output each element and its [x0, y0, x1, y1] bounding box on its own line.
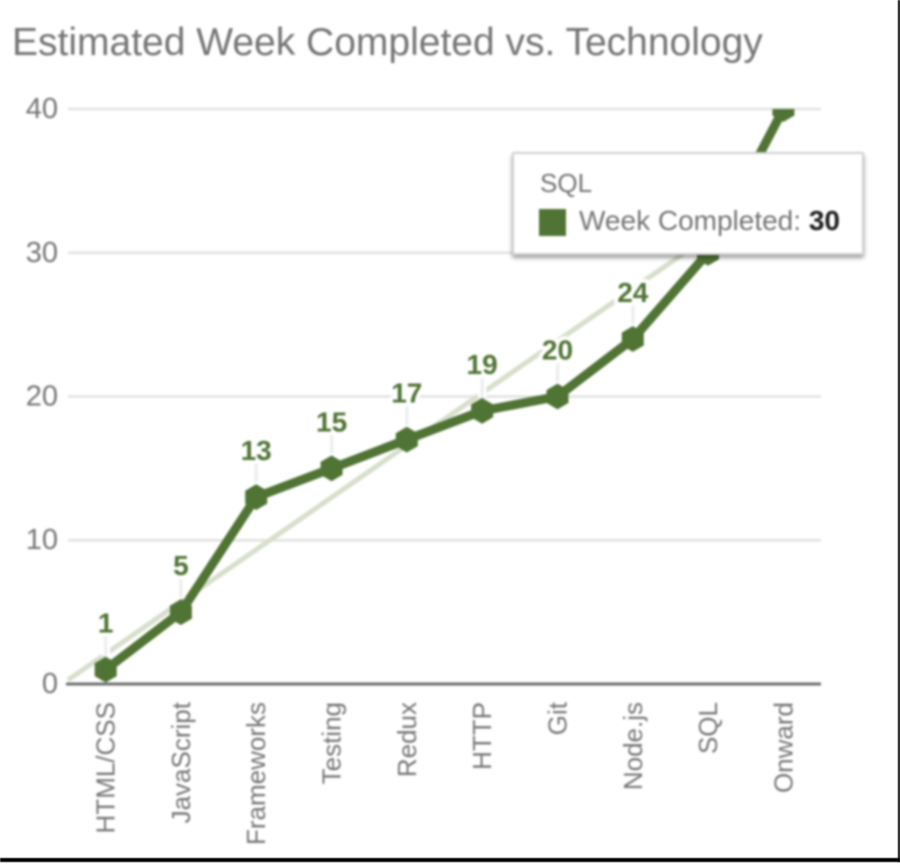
svg-text:15: 15	[316, 406, 347, 437]
svg-text:5: 5	[173, 550, 189, 581]
svg-text:20: 20	[542, 335, 573, 366]
svg-text:HTTP: HTTP	[467, 702, 497, 770]
svg-text:1: 1	[98, 608, 114, 639]
svg-text:HTML/CSS: HTML/CSS	[91, 702, 121, 833]
svg-text:Node.js: Node.js	[618, 702, 648, 790]
svg-text:0: 0	[42, 668, 58, 700]
svg-text:10: 10	[26, 524, 58, 556]
svg-text:Onward: Onward	[768, 702, 798, 793]
svg-text:Estimated Week Completed vs. T: Estimated Week Completed vs. Technology	[12, 21, 763, 64]
svg-text:Redux: Redux	[392, 702, 422, 777]
svg-text:13: 13	[241, 435, 272, 466]
svg-text:24: 24	[617, 277, 649, 308]
svg-text:40: 40	[26, 93, 58, 125]
svg-text:Testing: Testing	[317, 702, 347, 784]
svg-text:17: 17	[391, 378, 422, 409]
svg-text:30: 30	[26, 237, 58, 269]
svg-text:JavaScript: JavaScript	[166, 701, 196, 823]
svg-text:20: 20	[26, 381, 58, 413]
svg-text:SQL: SQL	[693, 702, 723, 754]
svg-text:19: 19	[467, 349, 498, 380]
svg-text:Frameworks: Frameworks	[241, 702, 271, 845]
svg-text:Git: Git	[543, 701, 573, 735]
